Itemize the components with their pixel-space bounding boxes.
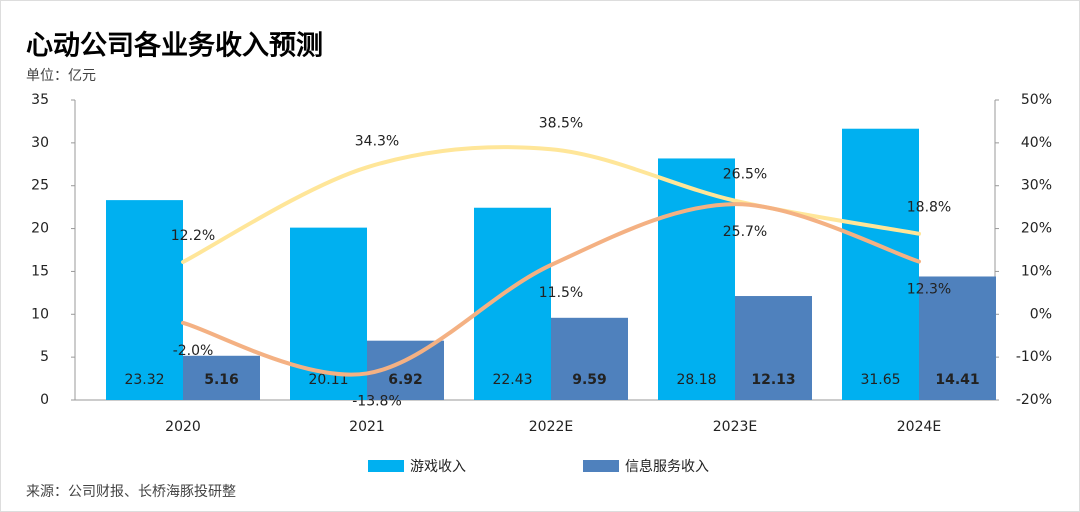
x-tick-label: 2024E [897, 419, 941, 435]
line-value-label: 25.7% [723, 224, 767, 240]
y2-tick-label: 20% [1021, 221, 1052, 237]
line-value-label: 18.8% [907, 200, 951, 216]
y-tick-label: 20 [31, 221, 49, 237]
y-tick-label: 35 [31, 92, 49, 108]
y2-tick-label: 30% [1021, 178, 1052, 194]
y-tick-label: 15 [31, 263, 49, 279]
y2-tick-label: -20% [1016, 392, 1052, 408]
line-value-label: 26.5% [723, 167, 767, 183]
y2-tick-label: 0% [1030, 306, 1052, 322]
line-value-label: -2.0% [173, 343, 214, 359]
y2-tick-label: -10% [1016, 349, 1052, 365]
y-tick-label: 10 [31, 306, 49, 322]
line-value-label: 12.2% [171, 228, 215, 244]
bar [551, 317, 628, 400]
bar-value-label: 5.16 [204, 372, 239, 388]
bar-value-label: 6.92 [388, 372, 423, 388]
x-tick-label: 2022E [529, 419, 573, 435]
y-tick-label: 30 [31, 135, 49, 151]
y-tick-label: 0 [40, 392, 49, 408]
line [181, 202, 921, 377]
bar [842, 128, 919, 400]
y-axis-label: 单位：亿元 [26, 68, 96, 84]
y-tick-label: 5 [40, 349, 49, 365]
line-value-label: -13.8% [352, 393, 402, 409]
bar-value-label: 9.59 [572, 372, 607, 388]
bar-value-label: 28.18 [676, 372, 716, 388]
y2-tick-label: 10% [1021, 263, 1052, 279]
bar [735, 296, 812, 400]
bar [919, 276, 996, 400]
source: 来源：公司财报、长桥海豚投研整 [26, 484, 236, 500]
x-tick-label: 2023E [713, 419, 757, 435]
bar-value-label: 22.43 [492, 372, 532, 388]
legend-swatch [368, 460, 404, 472]
bar-value-label: 23.32 [124, 372, 164, 388]
bar-value-label: 31.65 [860, 372, 900, 388]
chart-title: 心动公司各业务收入预测 [26, 30, 323, 62]
x-tick-label: 2020 [165, 419, 201, 435]
bar [106, 200, 183, 400]
bar-value-label: 14.41 [935, 372, 979, 388]
legend-swatch [583, 460, 619, 472]
line-value-label: 11.5% [539, 285, 583, 301]
y2-tick-label: 50% [1021, 92, 1052, 108]
legend-label: 信息服务收入 [625, 458, 709, 475]
x-tick-label: 2021 [349, 419, 385, 435]
bar-value-label: 12.13 [751, 372, 795, 388]
bar [183, 355, 260, 400]
legend-label: 游戏收入 [410, 459, 466, 475]
y-tick-label: 25 [31, 178, 49, 194]
line-value-label: 38.5% [539, 115, 583, 131]
y2-tick-label: 40% [1021, 135, 1052, 151]
bar [658, 158, 735, 400]
line-value-label: 34.3% [355, 133, 399, 149]
line-value-label: 12.3% [907, 282, 951, 298]
